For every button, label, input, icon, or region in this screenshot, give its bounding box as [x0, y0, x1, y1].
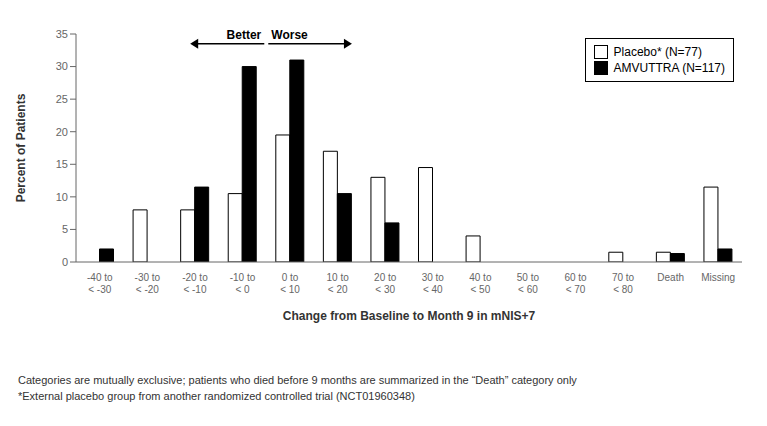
svg-text:15: 15 [56, 158, 68, 170]
svg-text:40 to< 50: 40 to< 50 [469, 272, 492, 295]
svg-text:0: 0 [62, 256, 68, 268]
svg-text:-10 to< 0: -10 to< 0 [230, 272, 256, 295]
svg-text:10: 10 [56, 191, 68, 203]
svg-text:30: 30 [56, 60, 68, 72]
svg-text:25: 25 [56, 93, 68, 105]
html-text:Placebo* (N=77): Placebo* (N=77) [613, 45, 702, 59]
svg-text:Better: Better [227, 28, 262, 42]
svg-text:30 to< 40: 30 to< 40 [422, 272, 445, 295]
html-text:Categories are mutually exclus: Categories are mutually exclusive; patie… [18, 374, 577, 386]
svg-text:5: 5 [62, 223, 68, 235]
svg-text:-30 to< -20: -30 to< -20 [135, 272, 161, 295]
svg-text:Percent of Patients: Percent of Patients [14, 93, 28, 202]
svg-text:60 to< 70: 60 to< 70 [564, 272, 587, 295]
svg-text:10 to< 20: 10 to< 20 [327, 272, 350, 295]
svg-text:Death: Death [657, 272, 684, 283]
svg-text:-20 to< -10: -20 to< -10 [182, 272, 208, 295]
svg-text:70 to< 80: 70 to< 80 [612, 272, 635, 295]
html-text:AMVUTTRA (N=117): AMVUTTRA (N=117) [613, 61, 725, 75]
svg-text:Change from Baseline to Month: Change from Baseline to Month 9 in mNIS+… [283, 309, 536, 323]
svg-text:35: 35 [56, 28, 68, 40]
svg-text:50 to< 60: 50 to< 60 [517, 272, 540, 295]
svg-text:0 to< 10: 0 to< 10 [280, 272, 300, 295]
svg-text:Missing: Missing [701, 272, 735, 283]
svg-text:20 to< 30: 20 to< 30 [374, 272, 397, 295]
svg-text:Worse: Worse [271, 28, 308, 42]
svg-text:-40 to< -30: -40 to< -30 [87, 272, 113, 295]
html-text:*External placebo group from a: *External placebo group from another ran… [18, 390, 415, 402]
svg-text:20: 20 [56, 126, 68, 138]
